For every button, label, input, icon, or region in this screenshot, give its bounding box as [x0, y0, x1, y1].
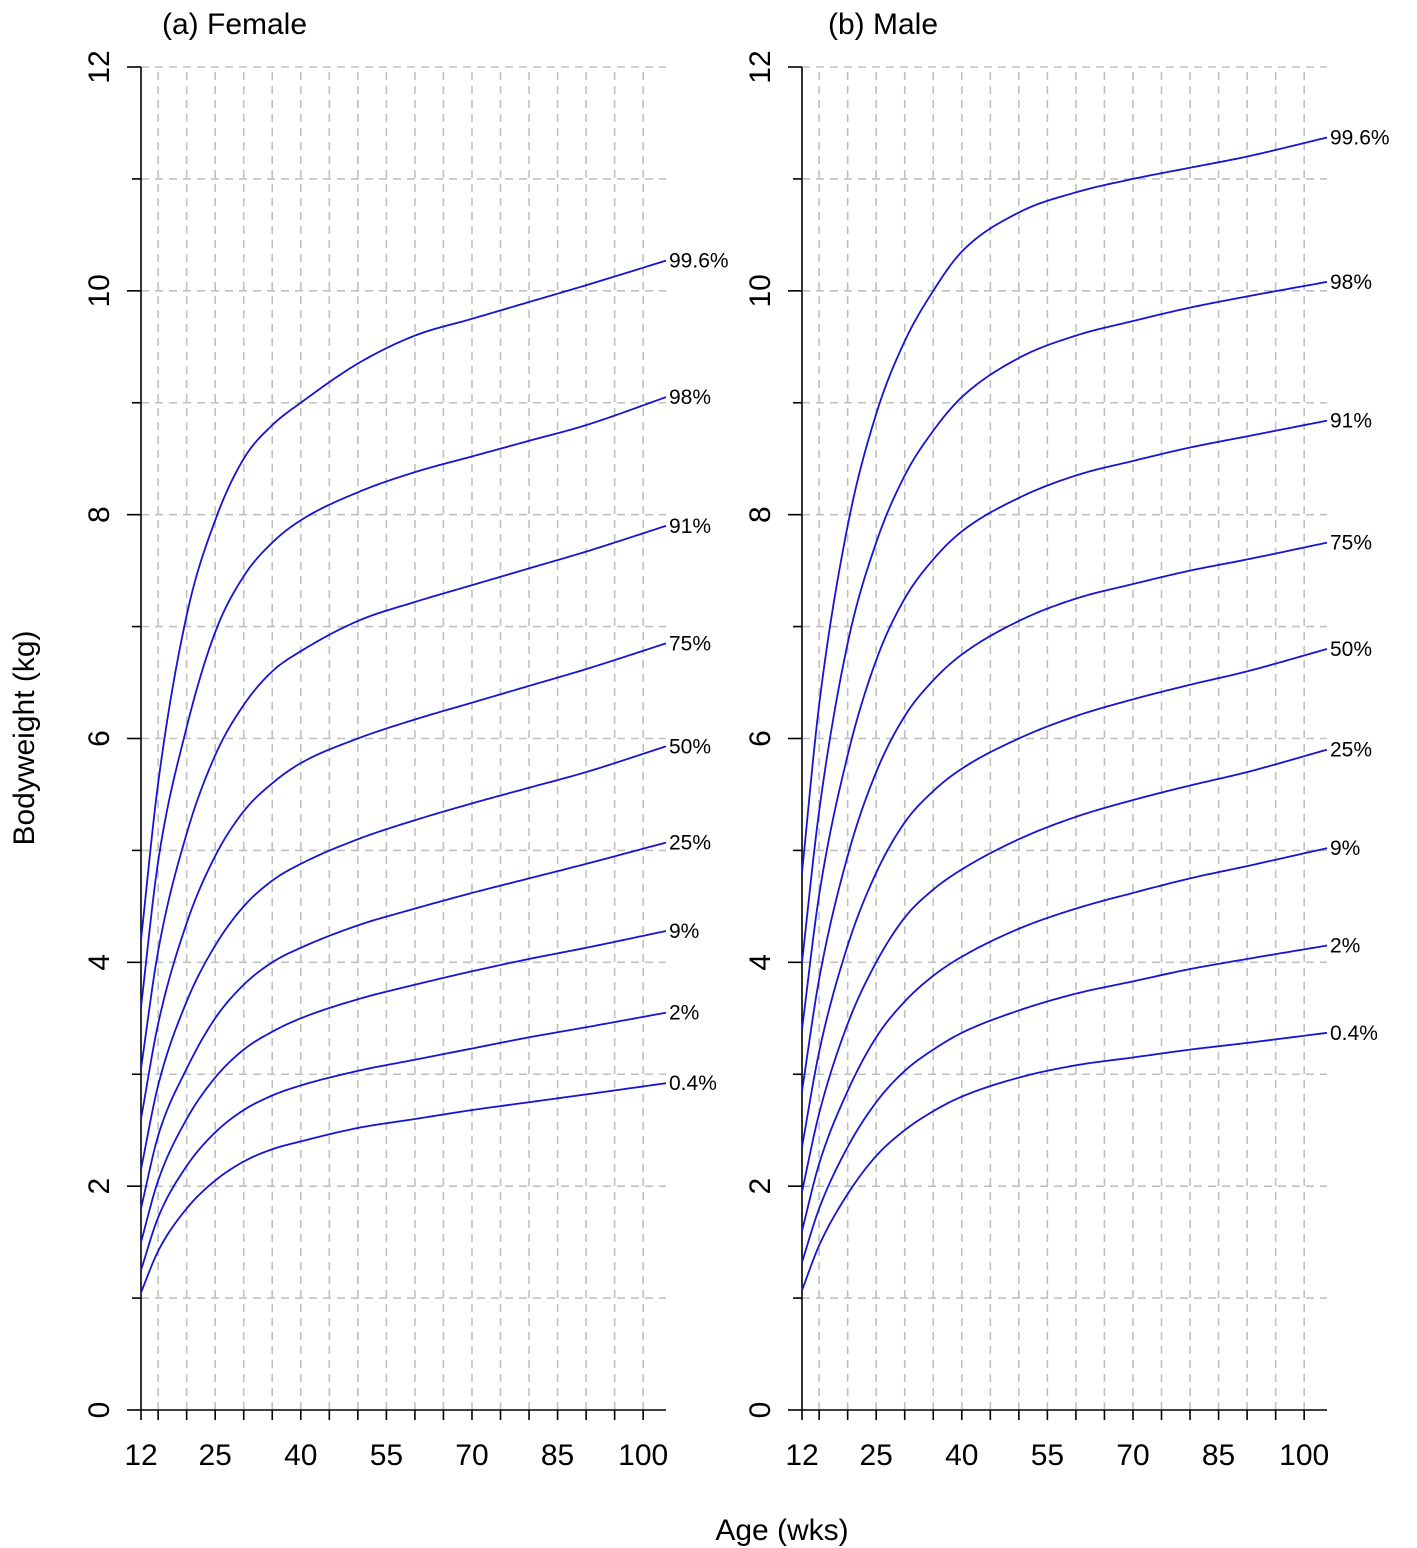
- x-tick-label: 100: [1279, 1439, 1329, 1472]
- panel-male: (b) Male 0 2 4 6 8 10 12 12 25 40 55 70 85 100 99.6% 98%…: [744, 8, 1390, 1472]
- x-tick-label: 55: [1031, 1439, 1064, 1472]
- percentile-label: 9%: [669, 920, 699, 943]
- percentile-curve: [140, 259, 667, 941]
- grid: [141, 66, 666, 1410]
- percentile-label: 2%: [669, 1002, 699, 1025]
- x-tick-label: 85: [541, 1439, 574, 1472]
- percentile-label: 50%: [1330, 638, 1372, 661]
- y-tick-label: 0: [744, 1402, 777, 1419]
- y-axis-title: Bodyweight (kg): [8, 630, 41, 845]
- percentile-curve: [801, 847, 1328, 1232]
- y-tick-label: 8: [744, 506, 777, 523]
- x-tick-label: 70: [1116, 1439, 1149, 1472]
- percentile-label: 75%: [669, 632, 711, 655]
- percentile-label: 91%: [1330, 410, 1372, 433]
- percentile-label: 98%: [669, 386, 711, 409]
- x-tick-label: 40: [284, 1439, 317, 1472]
- percentile-label: 25%: [669, 832, 711, 855]
- percentile-curve: [140, 525, 667, 1069]
- percentile-label: 99.6%: [669, 250, 729, 273]
- percentile-label: 50%: [669, 735, 711, 758]
- percentile-label: 75%: [1330, 532, 1372, 555]
- y-tick-label: 12: [83, 50, 116, 83]
- x-tick-label: 40: [945, 1439, 978, 1472]
- panel-title: (b) Male: [828, 8, 938, 41]
- x-tick-label: 25: [198, 1439, 231, 1472]
- x-tick-label: 70: [455, 1439, 488, 1472]
- percentile-curve: [140, 930, 667, 1243]
- percentile-curve: [140, 841, 667, 1209]
- percentile-curve: [140, 396, 667, 1008]
- panel-title: (a) Female: [162, 8, 307, 41]
- x-tick-label: 100: [618, 1439, 668, 1472]
- x-tick-label: 12: [785, 1439, 818, 1472]
- y-tick-label: 6: [83, 730, 116, 747]
- percentile-label: 25%: [1330, 739, 1372, 762]
- percentile-label: 0.4%: [1330, 1022, 1378, 1045]
- x-tick-label: 12: [124, 1439, 157, 1472]
- x-axis-title: Age (wks): [715, 1514, 848, 1547]
- x-tick-label: 25: [859, 1439, 892, 1472]
- x-tick-label: 55: [370, 1439, 403, 1472]
- y-tick-label: 2: [744, 1178, 777, 1195]
- y-tick-label: 10: [83, 274, 116, 307]
- grid: [802, 66, 1327, 1410]
- percentile-curves: 99.6% 98% 91% 75% 50% 25% 9% 2% 0.4%: [140, 250, 729, 1293]
- y-tick-label: 4: [83, 954, 116, 971]
- y-tick-label: 12: [744, 50, 777, 83]
- y-tick-label: 4: [744, 954, 777, 971]
- percentile-label: 99.6%: [1330, 127, 1390, 150]
- percentile-curve: [140, 1011, 667, 1271]
- y-tick-label: 10: [744, 274, 777, 307]
- percentile-curve: [140, 745, 667, 1170]
- percentile-curve: [140, 642, 667, 1120]
- y-tick-label: 2: [83, 1178, 116, 1195]
- percentile-label: 0.4%: [669, 1072, 717, 1095]
- percentile-label: 9%: [1330, 837, 1360, 860]
- percentile-curve: [801, 748, 1328, 1192]
- percentile-curve: [801, 648, 1328, 1148]
- percentile-curves: 99.6% 98% 91% 75% 50% 25% 9% 2% 0.4%: [801, 127, 1390, 1291]
- percentile-label: 2%: [1330, 935, 1360, 958]
- percentile-curve: [140, 1082, 667, 1293]
- percentile-curve: [801, 136, 1328, 873]
- y-tick-label: 0: [83, 1402, 116, 1419]
- percentile-label: 98%: [1330, 271, 1372, 294]
- percentile-curve: [801, 1031, 1328, 1291]
- percentile-curve: [801, 280, 1328, 963]
- x-tick-label: 85: [1202, 1439, 1235, 1472]
- percentile-curve: [801, 541, 1328, 1092]
- y-tick-label: 8: [83, 506, 116, 523]
- y-tick-label: 6: [744, 730, 777, 747]
- percentile-curve: [801, 419, 1328, 1030]
- percentile-curve: [801, 944, 1328, 1263]
- percentile-label: 91%: [669, 515, 711, 538]
